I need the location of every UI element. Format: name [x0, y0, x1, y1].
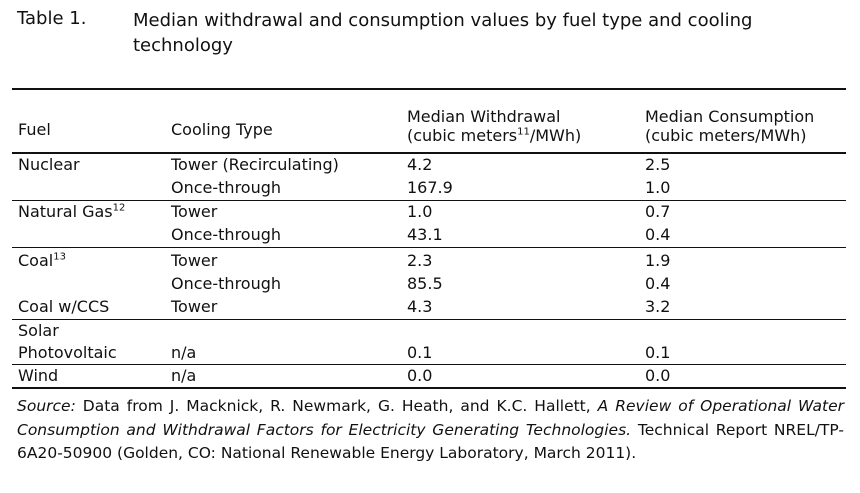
table-title: Median withdrawal and consumption values…: [133, 10, 753, 56]
cooling-cell: Tower (Recirculating): [171, 155, 339, 174]
table-row: Solar: [12, 320, 846, 342]
data-table: Fuel Cooling Type Median Withdrawal (cub…: [12, 88, 846, 389]
source-title: A Review of Operational Water Consumptio…: [17, 397, 845, 439]
cooling-cell: Once-through: [171, 178, 282, 197]
table-row: Once-through 43.1 0.4: [12, 224, 846, 247]
header-withdrawal-line1: Median Withdrawal: [407, 107, 561, 126]
consumption-cell: 0.7: [645, 202, 671, 221]
fuel-name: Natural Gas: [18, 202, 113, 221]
withdrawal-cell: 2.3: [407, 251, 433, 270]
fuel-cell: Nuclear: [18, 155, 80, 174]
header-withdrawal-unit-end: /MWh): [529, 126, 582, 145]
withdrawal-cell: 0.0: [407, 366, 433, 385]
cooling-cell: Tower: [171, 297, 218, 316]
consumption-cell: 3.2: [645, 297, 671, 316]
row-group-natural-gas: Natural Gas12 Tower 1.0 0.7 Once-through…: [12, 201, 846, 248]
table-row: Wind n/a 0.0 0.0: [12, 365, 846, 387]
withdrawal-cell: 167.9: [407, 178, 453, 197]
header-consumption-unit: (cubic meters/MWh): [645, 126, 807, 145]
table-row: Coal w/CCS Tower 4.3 3.2: [12, 296, 846, 319]
cooling-cell: Tower: [171, 251, 218, 270]
consumption-cell: 0.0: [645, 366, 671, 385]
header-median-consumption: Median Consumption (cubic meters/MWh): [645, 107, 814, 145]
table-row: Once-through 85.5 0.4: [12, 273, 846, 296]
header-row: Fuel Cooling Type Median Withdrawal (cub…: [12, 90, 846, 152]
row-group-wind: Wind n/a 0.0 0.0: [12, 365, 846, 389]
header-cooling-type: Cooling Type: [171, 120, 273, 139]
consumption-cell: 0.1: [645, 343, 671, 362]
table-row: Nuclear Tower (Recirculating) 4.2 2.5: [12, 154, 846, 177]
consumption-cell: 0.4: [645, 274, 671, 293]
top-rule: [12, 88, 846, 90]
cooling-cell: n/a: [171, 343, 197, 362]
footnote-ref-13: 13: [53, 251, 66, 263]
table-row: Natural Gas12 Tower 1.0 0.7: [12, 201, 846, 224]
fuel-cell: Natural Gas12: [18, 202, 125, 221]
cooling-cell: n/a: [171, 366, 197, 385]
source-authors: Data from J. Macknick, R. Newmark, G. He…: [75, 397, 598, 415]
fuel-cell: Coal13: [18, 251, 66, 270]
cooling-cell: Once-through: [171, 274, 282, 293]
table-row: Photovoltaic n/a 0.1 0.1: [12, 342, 846, 364]
fuel-cell: Photovoltaic: [18, 343, 117, 362]
source-label: Source:: [17, 397, 76, 415]
row-group-solar: Solar Photovoltaic n/a 0.1 0.1: [12, 320, 846, 365]
table-caption: Table 1. Median withdrawal and consumpti…: [17, 8, 850, 68]
header-median-withdrawal: Median Withdrawal (cubic meters11/MWh): [407, 107, 581, 145]
cooling-cell: Once-through: [171, 225, 282, 244]
fuel-name: Coal: [18, 251, 54, 270]
row-group-coal: Coal13 Tower 2.3 1.9 Once-through 85.5 0…: [12, 248, 846, 320]
withdrawal-cell: 4.3: [407, 297, 433, 316]
header-withdrawal-unit: (cubic meters: [407, 126, 518, 145]
source-publication: Technical Report NREL/TP-6A20-50900 (Gol…: [17, 420, 845, 463]
row-group-nuclear: Nuclear Tower (Recirculating) 4.2 2.5 On…: [12, 154, 846, 201]
header-fuel: Fuel: [18, 120, 51, 139]
withdrawal-cell: 1.0: [407, 202, 433, 221]
fuel-cell: Wind: [18, 366, 59, 385]
source-note: Source: Data from J. Macknick, R. Newmar…: [17, 395, 844, 466]
cooling-cell: Tower: [171, 202, 218, 221]
table-label: Table 1.: [17, 8, 87, 29]
consumption-cell: 1.0: [645, 178, 671, 197]
withdrawal-cell: 0.1: [407, 343, 433, 362]
footnote-ref-12: 12: [112, 202, 126, 214]
consumption-cell: 1.9: [645, 251, 671, 270]
footnote-ref-11: 11: [517, 126, 530, 138]
fuel-cell: Solar: [18, 321, 59, 340]
consumption-cell: 2.5: [645, 155, 671, 174]
table-row: Once-through 167.9 1.0: [12, 177, 846, 200]
header-consumption-line1: Median Consumption: [645, 107, 815, 126]
consumption-cell: 0.4: [645, 225, 671, 244]
table-row: Coal13 Tower 2.3 1.9: [12, 248, 846, 273]
header-rule: [12, 152, 846, 154]
withdrawal-cell: 4.2: [407, 155, 433, 174]
withdrawal-cell: 85.5: [407, 274, 443, 293]
withdrawal-cell: 43.1: [407, 225, 443, 244]
fuel-cell: Coal w/CCS: [18, 297, 110, 316]
